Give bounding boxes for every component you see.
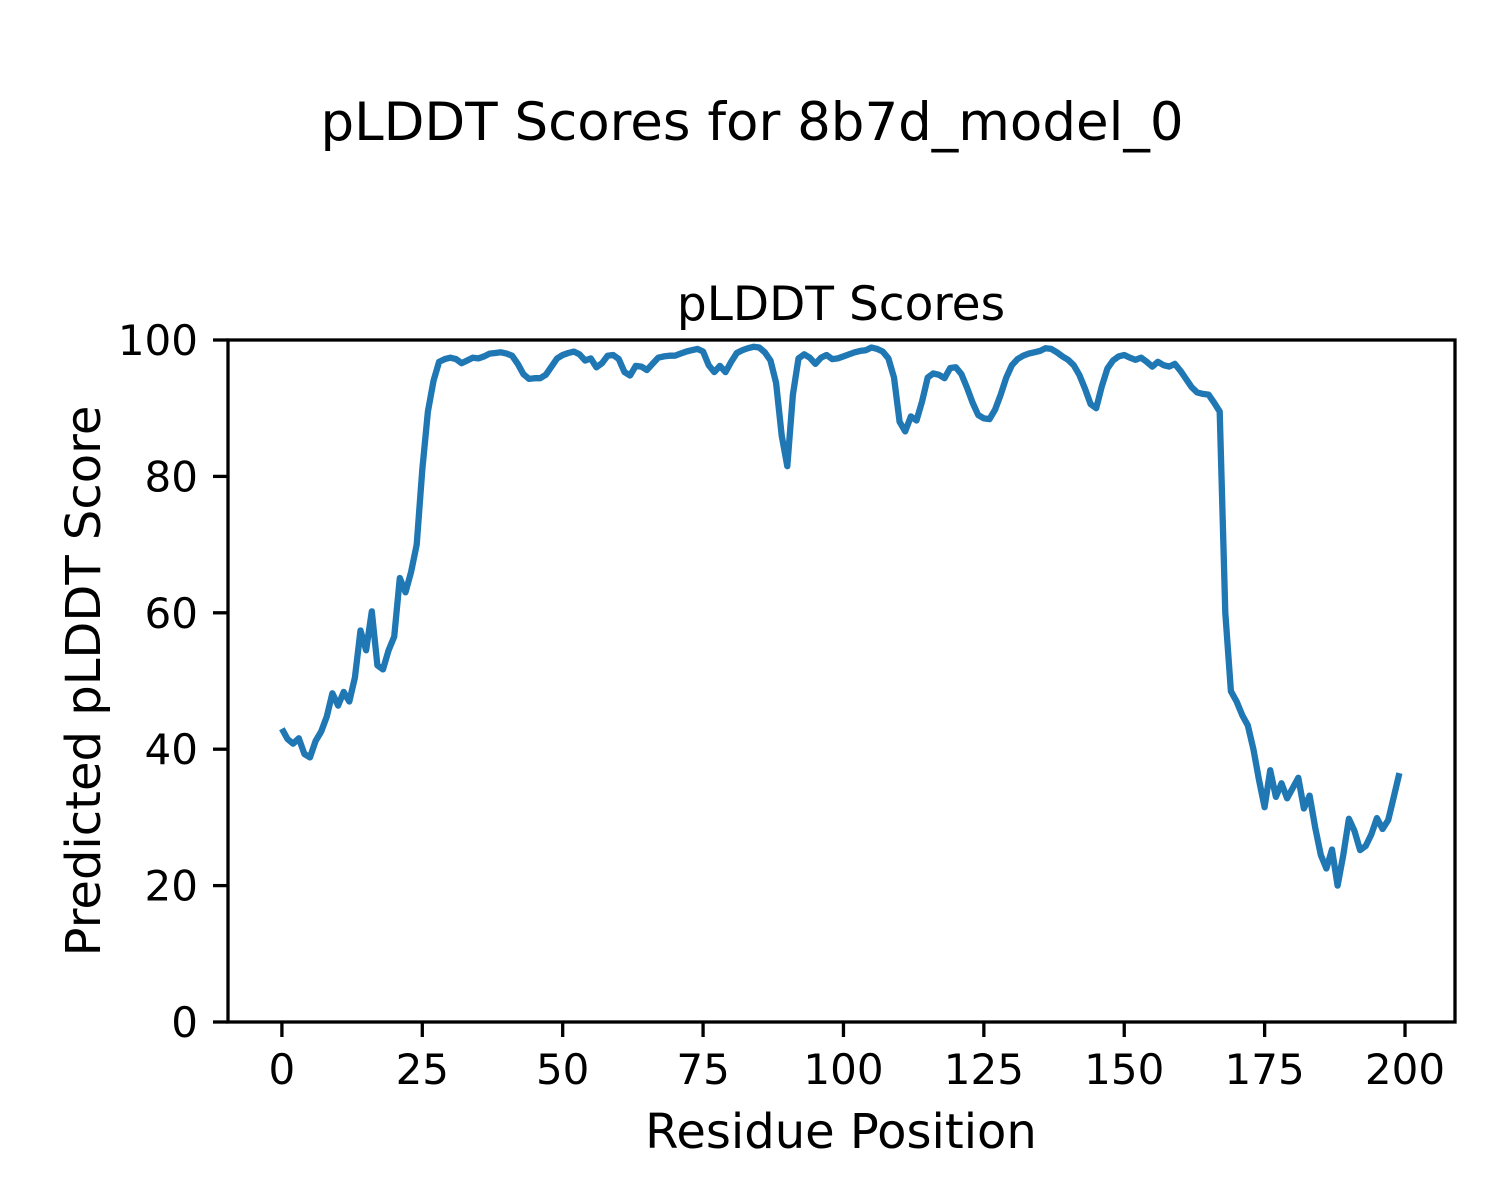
y-axis-label: Predicted pLDDT Score: [56, 406, 112, 957]
x-tick-label: 175: [1225, 1045, 1305, 1094]
y-tick-label: 60: [145, 589, 198, 638]
x-tick-label: 100: [803, 1045, 883, 1094]
x-tick-label: 150: [1084, 1045, 1164, 1094]
x-axis-label: Residue Position: [645, 1104, 1037, 1160]
figure-suptitle: pLDDT Scores for 8b7d_model_0: [320, 92, 1183, 153]
x-tick-label: 0: [269, 1045, 296, 1094]
y-tick-label: 40: [145, 725, 198, 774]
y-tick-label: 80: [145, 452, 198, 501]
axes-title: pLDDT Scores: [677, 277, 1005, 332]
plddt-score-line: [279, 343, 1403, 889]
y-axis-ticks: 0 20 40 60 80 100: [118, 316, 228, 1047]
x-tick-label: 75: [676, 1045, 729, 1094]
x-tick-label: 50: [536, 1045, 589, 1094]
y-tick-label: 20: [145, 862, 198, 911]
x-axis-ticks: 0 25 50 75 100 125 150 175 200: [269, 1022, 1445, 1094]
x-tick-label: 200: [1365, 1045, 1445, 1094]
y-tick-label: 100: [118, 316, 198, 365]
y-tick-label: 0: [171, 998, 198, 1047]
x-tick-label: 125: [944, 1045, 1024, 1094]
axes-frame: [226, 338, 1457, 1024]
x-tick-label: 25: [396, 1045, 449, 1094]
